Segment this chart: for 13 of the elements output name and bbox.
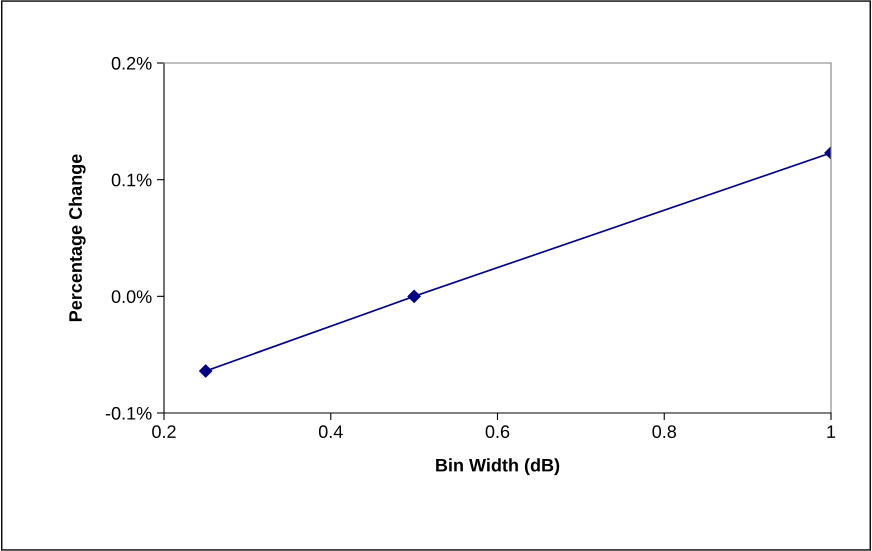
- point: [199, 364, 212, 378]
- x-tick-label: 0.6: [486, 425, 510, 438]
- point: [408, 290, 421, 303]
- y-axis-title: Percentage Change: [68, 154, 86, 322]
- y-tick-label: -0.1%: [106, 406, 152, 420]
- y-tick-label: 0.0%: [112, 290, 152, 304]
- y-tick-label: 0.1%: [112, 174, 152, 186]
- x-axis-title: Bin Width (dB): [436, 458, 560, 476]
- x-tick-label: 0.8: [652, 425, 676, 438]
- x-tick-label: 1: [827, 425, 836, 438]
- x-tick-label: 0.4: [318, 425, 343, 438]
- y-tick-label: 0.2%: [112, 56, 152, 70]
- x-tick-label: 0.2: [152, 425, 176, 438]
